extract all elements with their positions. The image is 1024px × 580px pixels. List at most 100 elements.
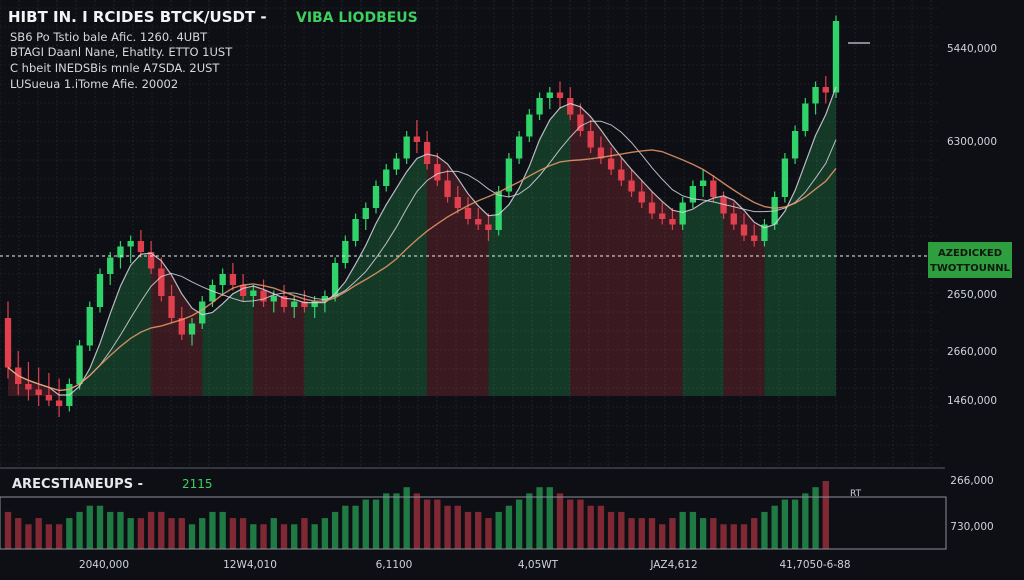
- fill-segment: [692, 202, 704, 396]
- fill-segment: [774, 211, 785, 396]
- fill-segment: [539, 120, 550, 396]
- fill-segment: [222, 293, 233, 396]
- volume-bar: [178, 518, 185, 549]
- candle-body: [791, 131, 799, 159]
- candle-body: [710, 180, 717, 197]
- candle-body: [291, 301, 298, 307]
- y-axis-labels: 5440,000 6300,000 2650,000 2660,000 1460,000…: [947, 43, 997, 533]
- volume-bar: [628, 518, 635, 549]
- fill-segment: [631, 169, 642, 396]
- ma-slow-line: [7, 149, 837, 392]
- volume-bar: [86, 505, 93, 549]
- volume-bar: [372, 499, 380, 549]
- fill-segment: [703, 198, 714, 396]
- candle-body: [648, 202, 656, 214]
- volume-bar: [158, 511, 165, 549]
- chart-grid: [0, 0, 940, 468]
- candle-body: [638, 191, 645, 203]
- fill-segment: [713, 195, 724, 396]
- candle-body: [393, 158, 400, 170]
- x-axis-label: 6,1100: [376, 559, 413, 571]
- candle-body: [250, 290, 257, 296]
- volume-bar: [475, 511, 482, 549]
- info-line-3: C hbeit INEDSBis mnle A7SDA. 2UST: [10, 61, 220, 75]
- y-axis-label: 1460,000: [947, 395, 997, 407]
- volume-bar: [781, 499, 789, 549]
- fill-segment: [324, 293, 336, 396]
- volume-bar: [127, 518, 134, 549]
- fill-segment: [212, 303, 223, 396]
- candle-body: [260, 290, 267, 302]
- volume-bar: [464, 511, 472, 549]
- fill-segment: [549, 107, 560, 397]
- candle-body: [526, 114, 533, 137]
- candle-body: [4, 318, 12, 368]
- fill-segment: [764, 224, 775, 396]
- volume-bar: [740, 524, 748, 549]
- volume-bar: [96, 505, 104, 549]
- fill-segment: [171, 275, 182, 396]
- candle-body: [740, 224, 748, 236]
- candle-body: [464, 208, 472, 219]
- price-tag-line1: AZEDICKED: [938, 248, 1002, 259]
- x-axis-label: JAZ4,612: [649, 559, 697, 571]
- volume-bar: [638, 518, 645, 549]
- price-fill-areas: [8, 87, 836, 397]
- volume-bar: [301, 518, 308, 549]
- volume-bar: [260, 524, 267, 549]
- volume-bar: [413, 493, 421, 549]
- fill-segment: [335, 281, 346, 396]
- volume-bar: [546, 487, 553, 549]
- volume-bar: [699, 518, 707, 549]
- fill-segment: [508, 188, 520, 396]
- volume-bar: [710, 518, 717, 549]
- volume-bar: [689, 511, 697, 549]
- candle-body: [383, 169, 390, 186]
- volume-bar: [567, 499, 574, 549]
- candle-body: [730, 213, 737, 225]
- candle-body: [342, 241, 349, 263]
- fill-segment: [110, 286, 121, 396]
- candle-body: [689, 186, 697, 203]
- volume-bar: [280, 524, 288, 549]
- info-line-4: LUSueua 1.iTome Afie. 20002: [10, 77, 178, 91]
- candle-body: [628, 180, 635, 192]
- candle-body: [587, 131, 594, 148]
- volume-bar: [362, 499, 369, 549]
- volume-bar: [771, 505, 778, 549]
- candle-body: [209, 285, 216, 302]
- x-axis-labels: 2040,000 12W4,010 6,1100 4,05WT JAZ4,612 41,7…: [79, 559, 851, 571]
- info-line-1: SB6 Po Tstio bale Afic. 1260. 4UBT: [10, 30, 208, 44]
- fill-segment: [376, 204, 387, 396]
- candle-body: [229, 274, 237, 285]
- candle-body: [107, 257, 114, 274]
- fill-segment: [447, 164, 458, 396]
- volume-bar: [76, 511, 83, 549]
- candle-body: [495, 191, 502, 230]
- fill-segment: [488, 214, 499, 396]
- volume-bar: [15, 518, 22, 549]
- volume-bar: [659, 524, 666, 549]
- y-axis-label: 5440,000: [947, 43, 997, 55]
- moving-averages: [7, 86, 837, 396]
- candle-body: [536, 98, 543, 115]
- fill-segment: [243, 286, 254, 396]
- volume-bar: [107, 511, 114, 549]
- volume-bar: [393, 493, 400, 549]
- fill-segment: [600, 129, 612, 396]
- volume-bar: [607, 511, 615, 549]
- volume-bar: [556, 493, 564, 549]
- volume-bar: [761, 511, 768, 549]
- volume-bar: [485, 518, 492, 549]
- volume-bar: [321, 518, 329, 549]
- candle-body: [219, 274, 226, 285]
- volume-bar: [239, 518, 247, 549]
- volume-bar: [188, 524, 196, 549]
- fill-segment: [570, 103, 581, 396]
- candle-body: [331, 263, 339, 296]
- volume-bar: [311, 524, 318, 549]
- volume-bar: [648, 518, 656, 549]
- candle-body: [117, 246, 124, 258]
